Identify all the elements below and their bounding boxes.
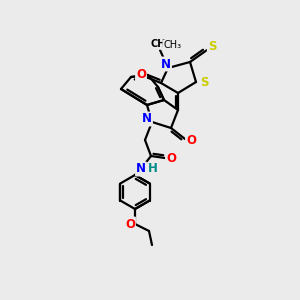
Text: CH₃: CH₃ bbox=[150, 39, 170, 49]
Text: O: O bbox=[186, 134, 196, 146]
Text: S: S bbox=[208, 40, 216, 53]
Text: O: O bbox=[125, 218, 135, 230]
Text: N: N bbox=[142, 112, 152, 125]
Text: H: H bbox=[148, 163, 158, 176]
Text: N: N bbox=[136, 163, 146, 176]
Text: N: N bbox=[161, 58, 171, 70]
Text: CH₃: CH₃ bbox=[163, 40, 181, 50]
Text: O: O bbox=[136, 68, 146, 80]
Text: S: S bbox=[200, 76, 208, 88]
Text: O: O bbox=[166, 152, 176, 164]
